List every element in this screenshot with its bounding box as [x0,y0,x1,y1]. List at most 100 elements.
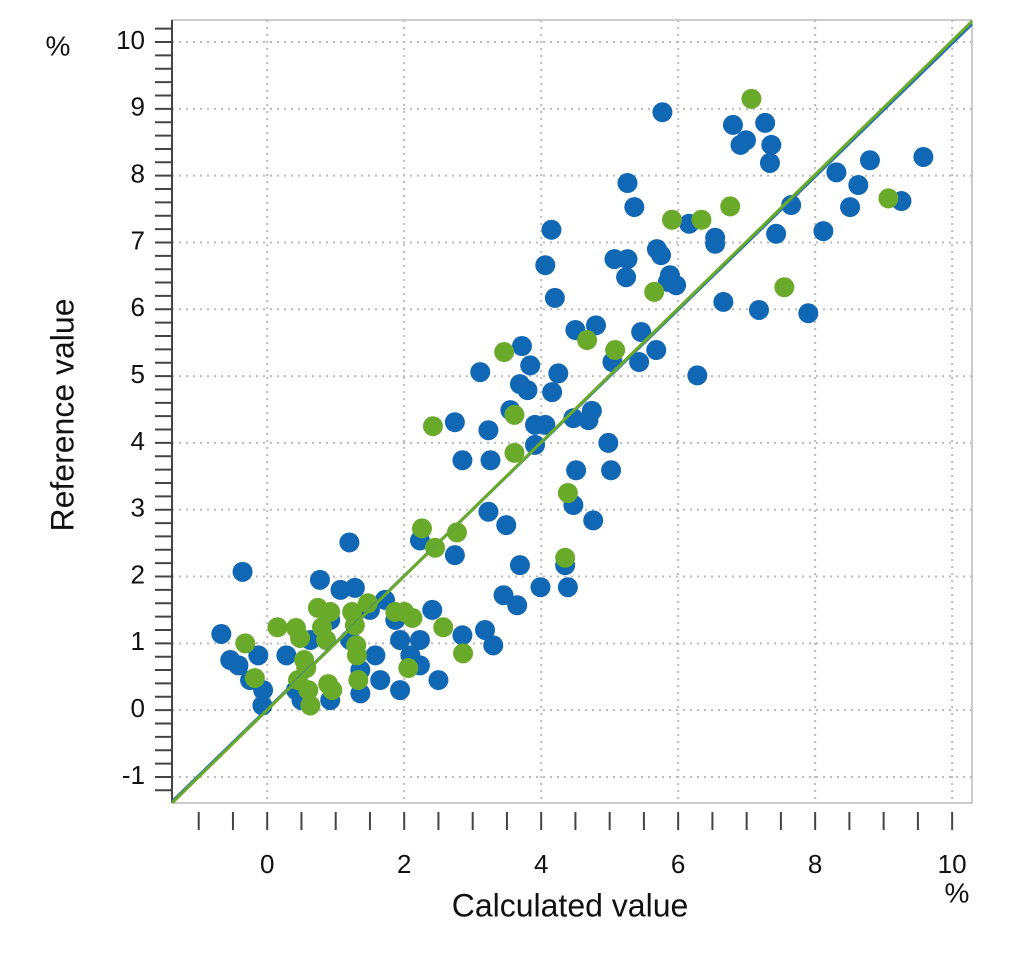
point [530,577,551,598]
y-axis-title: Reference value [44,298,80,531]
point [300,695,321,716]
y-tick-label: 5 [131,359,145,389]
point [228,655,249,676]
point [290,627,311,648]
point [651,245,672,266]
point [652,102,673,123]
point [444,412,465,433]
point [244,668,265,689]
point [517,380,538,401]
point [398,658,419,679]
point [605,340,626,361]
y-tick-label: 0 [131,693,145,723]
point [453,643,474,664]
point [555,547,576,568]
x-tick-label: 4 [534,849,548,879]
point [557,483,578,504]
point [687,365,708,386]
point [365,645,386,666]
point [748,299,769,320]
point [766,223,787,244]
point [504,404,525,425]
point [433,617,454,638]
point [617,249,638,270]
point [494,342,515,363]
point [444,545,465,566]
point [840,197,861,218]
point [370,670,391,691]
point [535,255,556,276]
point [339,532,360,553]
point [813,221,834,242]
point [563,408,584,429]
y-tick-label: -1 [122,760,145,790]
point [557,577,578,598]
point [566,460,587,481]
point [644,281,665,302]
point [859,150,880,171]
y-tick-label: 2 [131,559,145,589]
point [470,362,491,383]
point [422,416,443,437]
point [581,400,602,421]
point [616,267,637,288]
point [759,152,780,173]
point [520,355,541,376]
point [232,561,253,582]
point [826,162,847,183]
y-tick-label: 8 [131,159,145,189]
point [320,601,341,622]
y-tick-label: 1 [131,626,145,656]
point [601,460,622,481]
point [422,599,443,620]
point [542,382,563,403]
point [848,175,869,196]
point [713,291,734,312]
point [475,619,496,640]
point [646,340,667,361]
point [509,555,530,576]
point [585,315,606,336]
point [735,130,756,151]
y-tick-label: 6 [131,292,145,322]
point [761,134,782,155]
y-tick-label: 3 [131,493,145,523]
point [402,607,423,628]
point [493,585,514,606]
y-tick-label: 4 [131,426,145,456]
point [480,450,501,471]
point [720,196,741,217]
y-tick-label: 10 [116,25,145,55]
point [267,617,288,638]
point [428,670,449,691]
point [348,670,369,691]
point [452,450,473,471]
x-unit: % [945,877,970,908]
point [483,635,504,656]
point [507,595,528,616]
point [412,518,432,539]
point [755,112,776,133]
point [298,680,319,701]
point [662,209,682,230]
point [774,277,795,298]
point [666,275,687,296]
point [390,680,411,701]
point [322,680,343,701]
point [598,432,619,453]
y-unit: % [46,30,71,61]
point [346,645,367,666]
point [541,219,562,240]
point [235,633,256,654]
y-tick-label: 9 [131,92,145,122]
point [309,569,330,590]
point [741,88,762,109]
point [705,227,726,248]
point [631,321,652,342]
point [544,287,565,308]
point [878,188,899,209]
point [409,629,430,650]
x-tick-label: 8 [808,849,822,879]
point [496,515,517,536]
